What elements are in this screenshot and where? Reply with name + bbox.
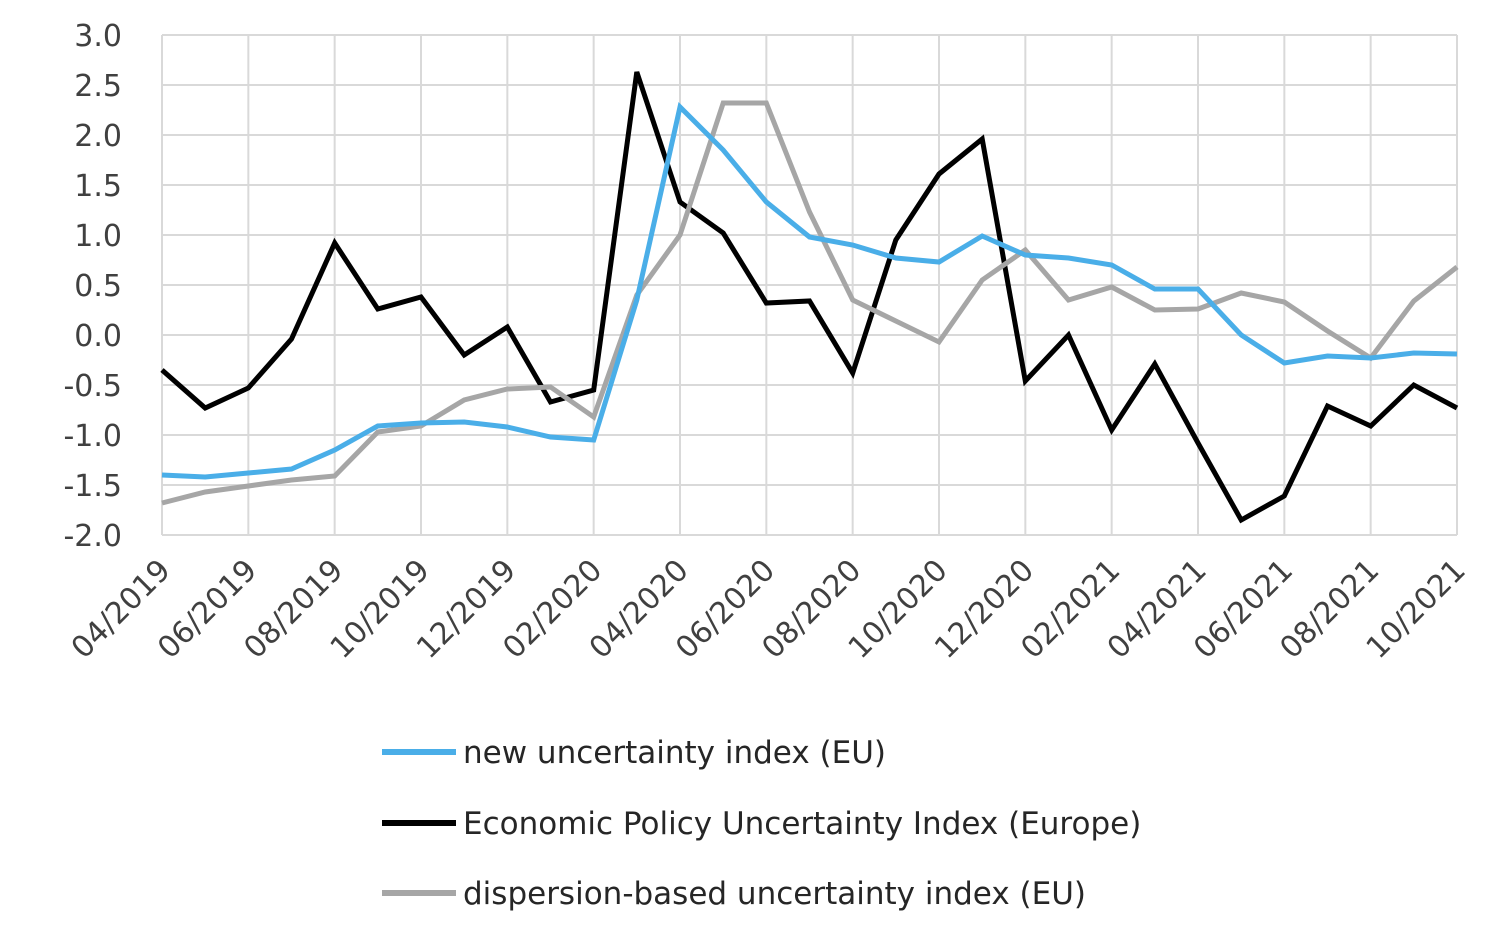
legend: new uncertainty index (EU) Economic Polic… xyxy=(382,735,1141,912)
series-line-0 xyxy=(161,102,1458,480)
series-lines xyxy=(160,71,1459,524)
y-tick-label: 2.0 xyxy=(74,119,122,154)
series-line-2 xyxy=(161,100,1459,506)
legend-label: dispersion-based uncertainty index (EU) xyxy=(463,876,1086,912)
y-tick-label: -2.0 xyxy=(63,519,122,554)
y-tick-label: -1.0 xyxy=(63,419,122,454)
y-tick-label: 0.5 xyxy=(74,269,122,304)
y-tick-label: 1.5 xyxy=(74,169,122,204)
gridlines xyxy=(161,34,1458,536)
legend-label: Economic Policy Uncertainty Index (Europ… xyxy=(463,806,1141,842)
legend-label: new uncertainty index (EU) xyxy=(463,735,886,771)
y-tick-label: 1.0 xyxy=(74,219,122,254)
y-tick-label: -0.5 xyxy=(63,369,122,404)
y-tick-label: 3.0 xyxy=(74,19,122,54)
y-axis-tick-labels: 3.0 2.5 2.0 1.5 1.0 0.5 0.0 -0.5 -1.0 -1.5 -2.0 xyxy=(63,19,122,554)
y-tick-label: -1.5 xyxy=(63,469,122,504)
y-tick-label: 2.5 xyxy=(74,69,122,104)
x-axis-tick-labels: 04/201906/201908/201910/201912/201902/20… xyxy=(65,553,1473,666)
series-line-1 xyxy=(160,71,1459,524)
y-tick-label: 0.0 xyxy=(74,319,122,354)
